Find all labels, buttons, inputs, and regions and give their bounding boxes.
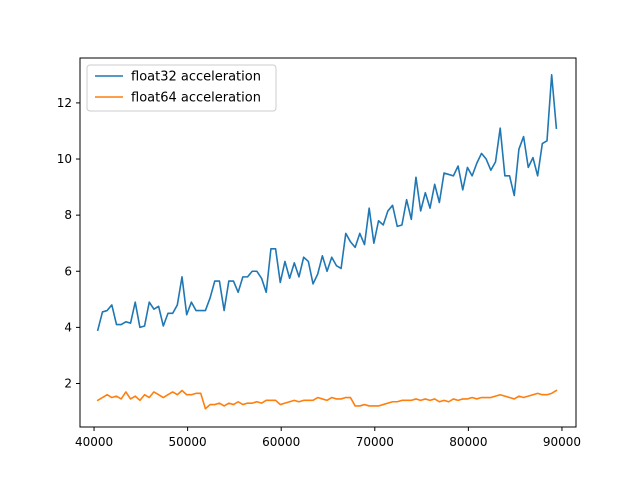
series-layer xyxy=(96,74,558,410)
y-tick-label: 4 xyxy=(64,320,72,334)
y-tick-label: 12 xyxy=(57,96,72,110)
x-tick-label: 90000 xyxy=(543,435,581,449)
x-tick-label: 70000 xyxy=(356,435,394,449)
y-tick-label: 2 xyxy=(64,377,72,391)
y-tick-label: 6 xyxy=(64,264,72,278)
legend-box xyxy=(86,64,277,112)
legend-label: float64 acceleration xyxy=(131,91,261,106)
legend-label: float32 acceleration xyxy=(131,70,261,85)
x-tick-label: 60000 xyxy=(262,435,300,449)
series-line-float32 xyxy=(96,74,558,332)
y-axis: 2 4 6 8 10 12 xyxy=(57,96,80,391)
y-tick-label: 8 xyxy=(64,208,72,222)
x-axis: 40000 50000 60000 70000 80000 90000 xyxy=(75,427,581,449)
plot-area-frame xyxy=(79,57,577,428)
x-tick-label: 40000 xyxy=(75,435,113,449)
legend: float32 acceleration float64 acceleration xyxy=(86,64,277,112)
x-tick-label: 80000 xyxy=(449,435,487,449)
series-line-float64 xyxy=(96,389,558,410)
y-tick-label: 10 xyxy=(57,152,72,166)
x-tick-label: 50000 xyxy=(169,435,207,449)
